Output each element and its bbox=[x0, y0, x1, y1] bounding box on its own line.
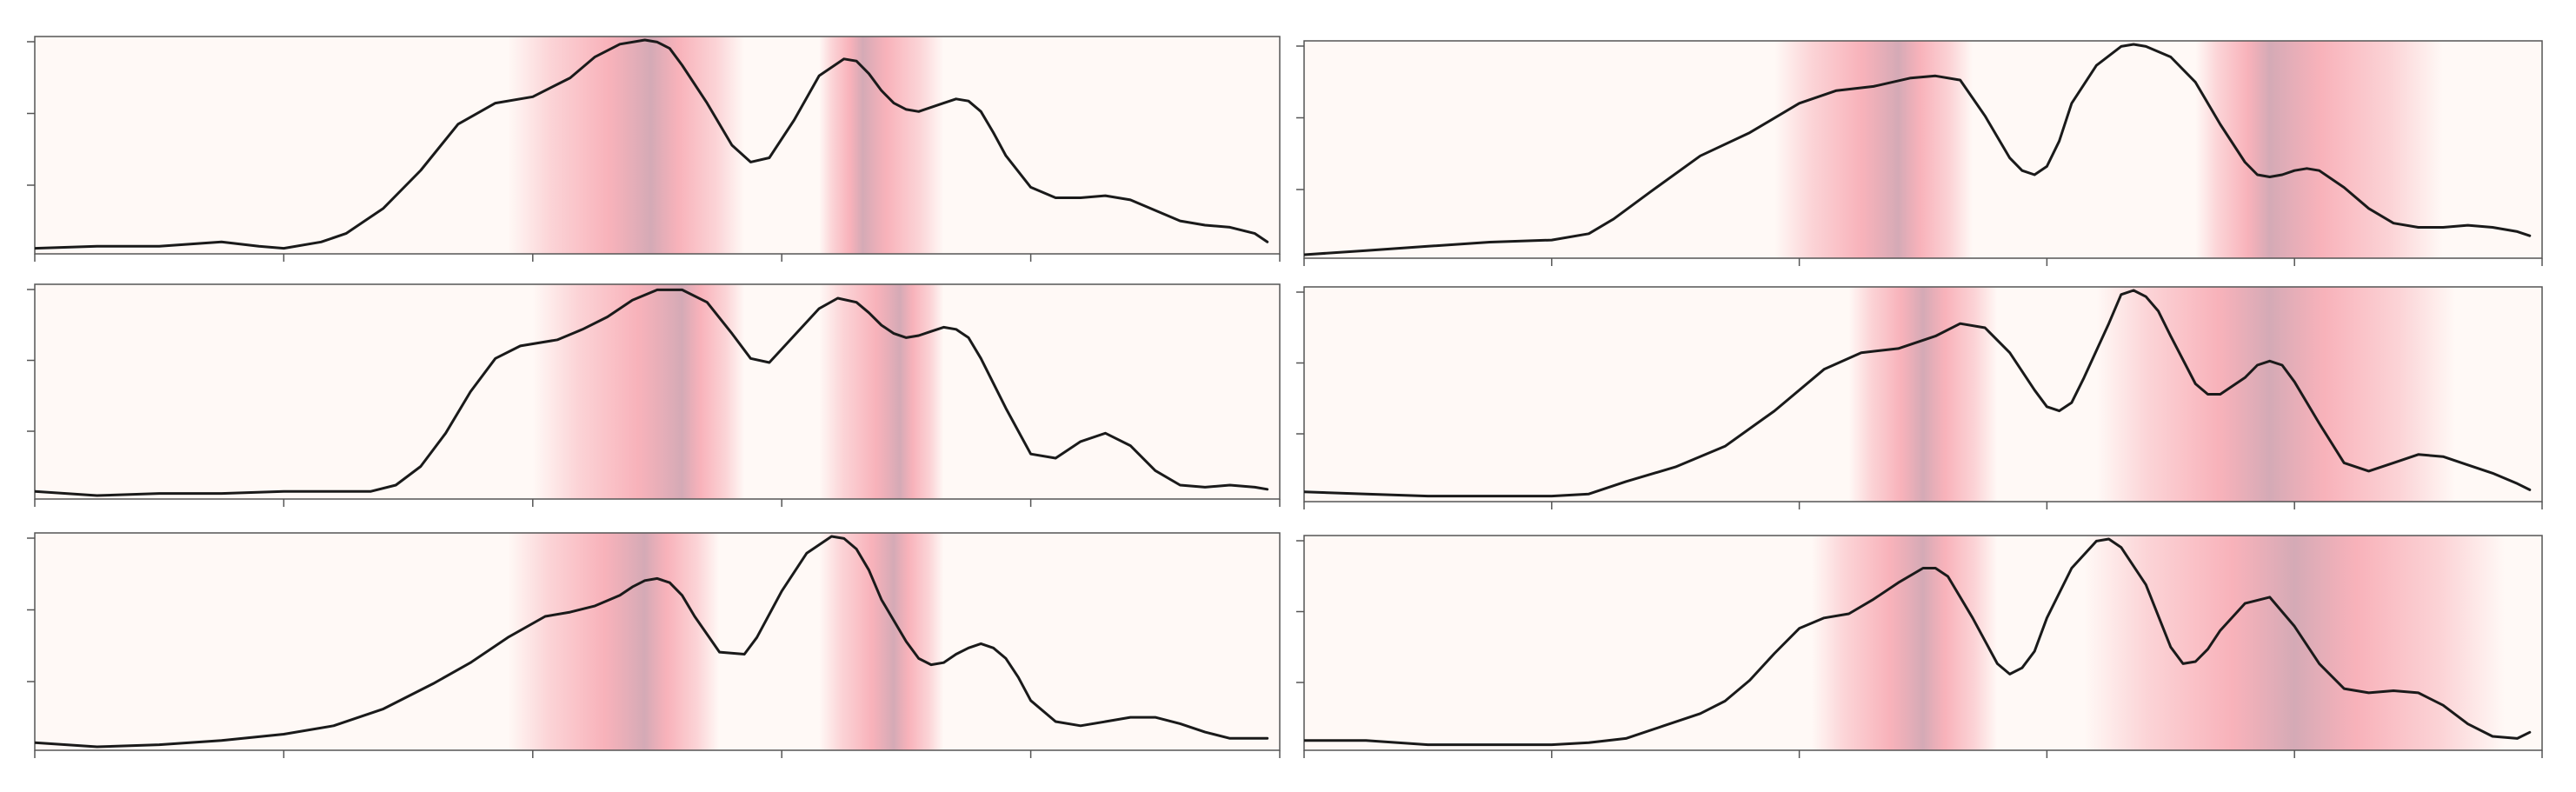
panel-middle-right bbox=[1296, 286, 2543, 509]
highlight-band bbox=[2084, 536, 2506, 750]
panel-top-left bbox=[27, 36, 1281, 262]
plot-frame bbox=[1303, 40, 2543, 259]
highlight-band bbox=[819, 533, 944, 750]
plot-frame bbox=[1303, 535, 2543, 751]
highlight-band bbox=[819, 37, 944, 254]
panel-bottom-left bbox=[27, 532, 1281, 758]
series-line bbox=[35, 38, 1269, 250]
panel-bottom-right bbox=[1296, 535, 2543, 758]
highlight-band bbox=[1774, 41, 1973, 258]
plot-frame bbox=[1303, 286, 2543, 502]
highlight-band bbox=[532, 284, 745, 499]
series-line bbox=[35, 288, 1269, 497]
panel-top-right bbox=[1296, 40, 2543, 266]
series-line bbox=[35, 535, 1269, 749]
panel-middle-left bbox=[27, 283, 1281, 507]
highlight-band bbox=[819, 284, 944, 499]
plot-frame bbox=[34, 283, 1281, 500]
plot-frame bbox=[34, 532, 1281, 751]
series-line bbox=[1304, 289, 2532, 498]
highlight-band bbox=[508, 533, 720, 750]
highlight-band bbox=[1811, 536, 1998, 750]
series-line bbox=[1304, 537, 2532, 747]
highlight-band bbox=[1848, 287, 1998, 502]
plot-frame bbox=[34, 36, 1281, 255]
highlight-band bbox=[508, 37, 745, 254]
panels bbox=[27, 36, 2543, 758]
highlight-band bbox=[2096, 287, 2456, 502]
series-line bbox=[1304, 43, 2532, 256]
